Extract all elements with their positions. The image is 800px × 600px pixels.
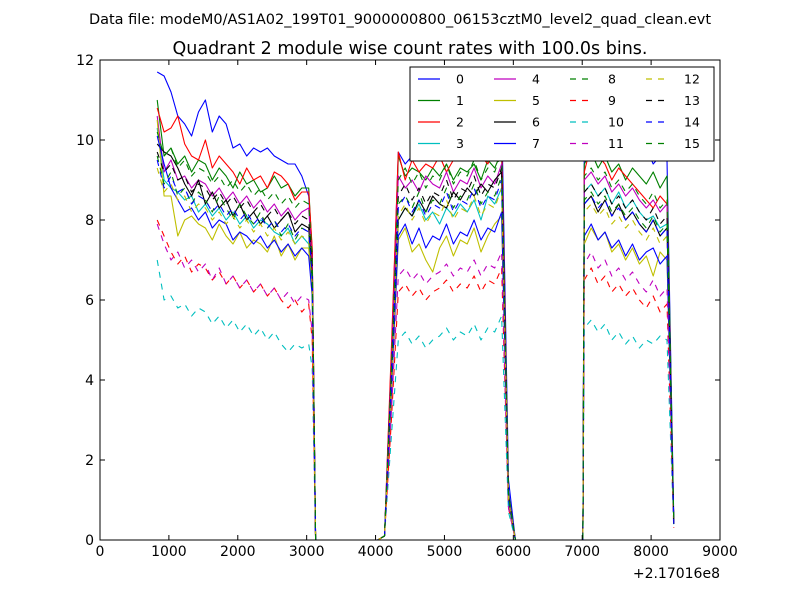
x-tick-label: 1000: [151, 544, 187, 560]
series-line-14: [156, 159, 675, 541]
x-tick-label: 0: [96, 544, 105, 560]
y-tick-label: 12: [76, 53, 94, 69]
series-line-11: [156, 223, 675, 541]
y-tick-label: 6: [85, 293, 94, 309]
x-tick-label: 9000: [702, 544, 738, 560]
x-tick-label: 2000: [220, 544, 256, 560]
x-tick-label: 8000: [633, 544, 669, 560]
series-line-13: [156, 151, 675, 541]
legend-label-7: 7: [532, 136, 540, 151]
x-tick-label: 6000: [496, 544, 532, 560]
legend-label-13: 13: [684, 93, 700, 108]
x-offset-label: +2.17016e8: [633, 566, 720, 582]
x-tick-label: 3000: [289, 544, 325, 560]
series-line-12: [156, 167, 675, 541]
series-line-10: [156, 259, 675, 541]
y-tick-label: 2: [85, 453, 94, 469]
legend-label-14: 14: [684, 115, 700, 130]
legend-label-3: 3: [456, 136, 464, 151]
legend-label-6: 6: [532, 115, 540, 130]
legend-label-5: 5: [532, 93, 540, 108]
figure-suptitle: Data file: modeM0/AS1A02_199T01_90000008…: [89, 12, 711, 28]
legend-label-1: 1: [456, 93, 464, 108]
y-tick-label: 10: [76, 133, 94, 149]
series-layer: [156, 71, 675, 541]
x-tick-label: 5000: [427, 544, 463, 560]
legend-label-15: 15: [684, 136, 700, 151]
x-axis: 0 1000 2000 3000 4000 5000 6000 7000 8000 9000: [96, 60, 738, 560]
y-tick-label: 0: [85, 533, 94, 549]
legend-label-10: 10: [608, 115, 624, 130]
legend-label-11: 11: [608, 136, 624, 151]
x-tick-label: 7000: [564, 544, 600, 560]
legend-label-8: 8: [608, 72, 616, 87]
legend-label-12: 12: [684, 72, 700, 87]
legend-label-4: 4: [532, 72, 540, 87]
legend-frame: [409, 66, 715, 162]
x-tick-label: 4000: [358, 544, 394, 560]
legend-label-0: 0: [456, 72, 464, 87]
chart-title: Quadrant 2 module wise count rates with …: [173, 39, 648, 59]
series-line-15: [156, 131, 675, 541]
series-line-2: [156, 107, 675, 541]
y-tick-label: 8: [85, 213, 94, 229]
legend-label-9: 9: [608, 93, 616, 108]
y-tick-label: 4: [85, 373, 94, 389]
legend-label-2: 2: [456, 115, 464, 130]
